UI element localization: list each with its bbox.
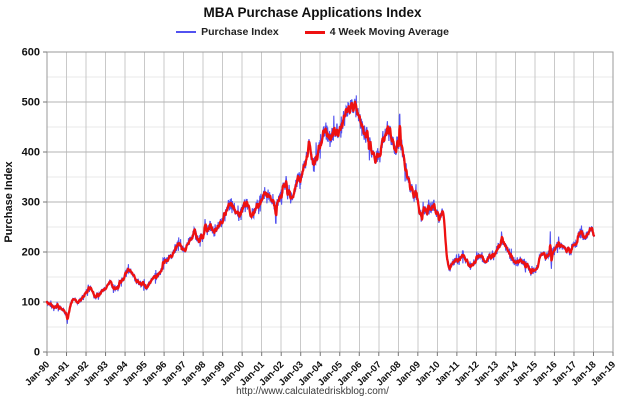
legend-item-moving-average: 4 Week Moving Average bbox=[304, 26, 449, 38]
y-tick-label: 100 bbox=[22, 297, 40, 309]
y-tick-label: 0 bbox=[34, 347, 40, 359]
moving-average-line-swatch bbox=[304, 30, 325, 34]
legend-label-moving-average: 4 Week Moving Average bbox=[329, 26, 449, 38]
y-tick-label: 600 bbox=[22, 47, 40, 59]
y-axis-title: Purchase Index bbox=[3, 160, 15, 242]
y-tick-label: 300 bbox=[22, 197, 40, 209]
footer-url: http://www.calculatedriskblog.com/ bbox=[236, 386, 389, 397]
y-tick-label: 200 bbox=[22, 247, 40, 259]
y-tick-label: 500 bbox=[22, 97, 40, 109]
chart-title: MBA Purchase Applications Index bbox=[203, 5, 422, 20]
legend: Purchase Index 4 Week Moving Average bbox=[0, 26, 625, 38]
legend-label-purchase-index: Purchase Index bbox=[201, 26, 279, 38]
y-tick-label: 400 bbox=[22, 147, 40, 159]
purchase-index-line-swatch bbox=[176, 31, 197, 33]
gridlines bbox=[46, 51, 614, 353]
moving-average-line bbox=[45, 100, 596, 321]
legend-item-purchase-index: Purchase Index bbox=[176, 26, 279, 38]
axes: 0100200300400500600Jan-90Jan-91Jan-92Jan… bbox=[3, 47, 618, 389]
